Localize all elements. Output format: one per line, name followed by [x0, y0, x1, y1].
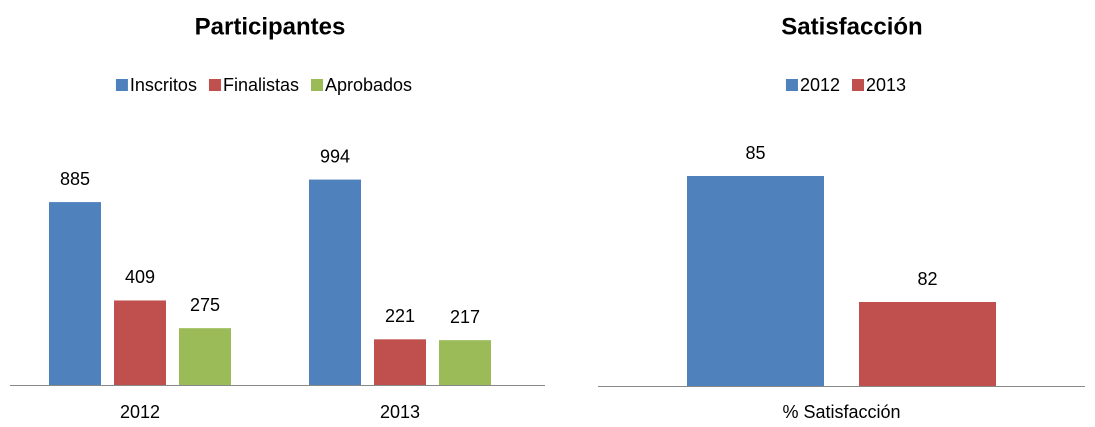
data-label: 221	[385, 306, 415, 326]
legend-swatch	[785, 79, 798, 91]
legend-swatch	[115, 79, 128, 91]
data-label: 994	[320, 146, 350, 166]
data-label: 409	[125, 267, 155, 287]
legend-label: 2012	[800, 75, 840, 95]
bar	[179, 328, 231, 385]
bar	[687, 176, 824, 386]
data-label: 82	[917, 269, 937, 289]
bar	[309, 179, 361, 385]
bar	[374, 339, 426, 385]
data-label: 217	[450, 307, 480, 327]
bar	[114, 300, 166, 385]
bar	[439, 340, 491, 385]
data-label: 275	[190, 295, 220, 315]
legend-label: 2013	[866, 75, 906, 95]
x-tick-label: 2012	[120, 402, 160, 422]
chart-title: Participantes	[195, 13, 346, 40]
legend-swatch	[208, 79, 221, 91]
x-tick-label: % Satisfacción	[782, 402, 900, 422]
bar	[49, 202, 101, 385]
data-label: 885	[60, 169, 90, 189]
x-tick-label: 2013	[380, 402, 420, 422]
legend-swatch	[310, 79, 323, 91]
chart-title: Satisfacción	[781, 13, 922, 40]
legend-label: Inscritos	[130, 75, 197, 95]
legend-label: Aprobados	[325, 75, 412, 95]
data-label: 85	[745, 143, 765, 163]
legend-swatch	[852, 79, 864, 91]
bar	[859, 302, 996, 386]
legend-label: Finalistas	[223, 75, 299, 95]
